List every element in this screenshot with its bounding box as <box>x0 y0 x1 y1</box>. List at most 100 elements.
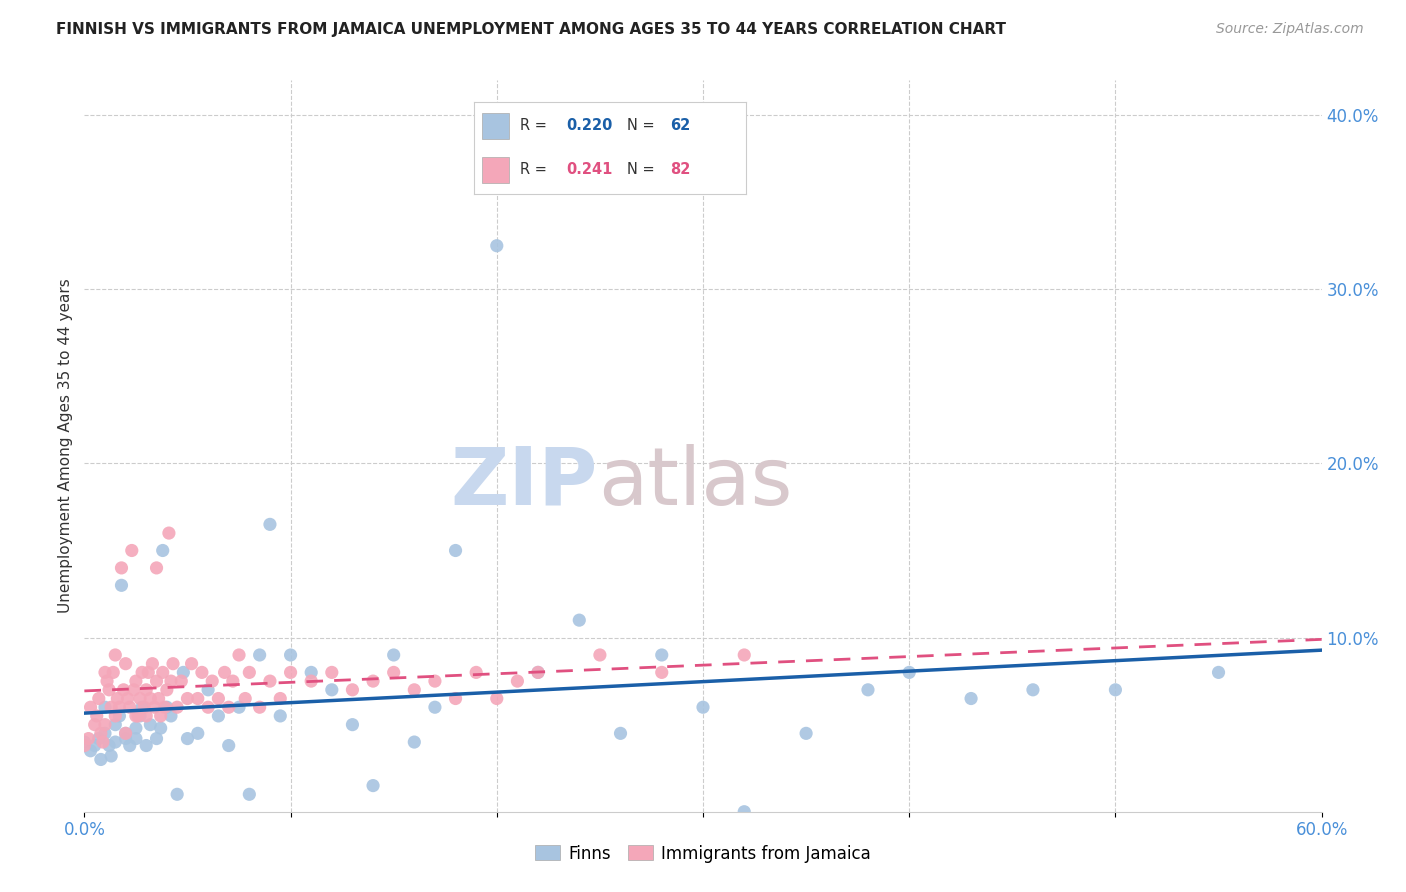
Point <box>153 700 176 714</box>
Point <box>125 709 148 723</box>
Point <box>157 526 180 541</box>
Text: ZIP: ZIP <box>450 443 598 522</box>
Point <box>960 691 983 706</box>
Point <box>122 682 145 697</box>
Point <box>269 691 291 706</box>
Point <box>131 665 153 680</box>
Point <box>98 739 121 753</box>
Point <box>160 709 183 723</box>
Point <box>79 744 101 758</box>
Point <box>152 665 174 680</box>
Point <box>651 665 673 680</box>
Y-axis label: Unemployment Among Ages 35 to 44 years: Unemployment Among Ages 35 to 44 years <box>58 278 73 614</box>
Point <box>1208 665 1230 680</box>
Point <box>83 717 105 731</box>
Point <box>94 717 117 731</box>
Point <box>94 726 117 740</box>
Point <box>87 691 110 706</box>
Point <box>145 731 167 746</box>
Text: atlas: atlas <box>598 443 792 522</box>
Point <box>131 700 153 714</box>
Point <box>382 648 405 662</box>
Point <box>321 682 343 697</box>
Point <box>444 543 467 558</box>
Point <box>104 648 127 662</box>
Point <box>83 739 105 753</box>
Point <box>651 648 673 662</box>
Point <box>214 665 236 680</box>
Point <box>228 648 250 662</box>
Point <box>361 779 384 793</box>
Point <box>117 691 139 706</box>
Point <box>100 749 122 764</box>
Point <box>139 717 162 731</box>
Point <box>136 665 159 680</box>
Point <box>404 682 426 697</box>
Point <box>166 700 188 714</box>
Point <box>898 665 921 680</box>
Point <box>100 700 122 714</box>
Point <box>259 674 281 689</box>
Point <box>94 665 117 680</box>
Point <box>249 700 271 714</box>
Point <box>79 700 101 714</box>
Text: Source: ZipAtlas.com: Source: ZipAtlas.com <box>1216 22 1364 37</box>
Point <box>238 665 260 680</box>
Point <box>238 787 260 801</box>
Point <box>127 709 149 723</box>
Point <box>233 691 256 706</box>
Point <box>125 674 148 689</box>
Point <box>129 691 152 706</box>
Point <box>121 543 143 558</box>
Point <box>162 657 184 671</box>
Point <box>321 665 343 680</box>
Point <box>207 691 229 706</box>
Point <box>249 648 271 662</box>
Point <box>114 731 136 746</box>
Point <box>423 700 446 714</box>
Point <box>280 665 302 680</box>
Point <box>404 735 426 749</box>
Point <box>269 709 291 723</box>
Point <box>187 691 209 706</box>
Point <box>506 674 529 689</box>
Point <box>96 674 118 689</box>
Point <box>201 674 224 689</box>
Point <box>207 709 229 723</box>
Point <box>485 691 508 706</box>
Point <box>108 709 131 723</box>
Point <box>152 543 174 558</box>
Point <box>135 739 157 753</box>
Point <box>149 709 172 723</box>
Point <box>172 665 194 680</box>
Point <box>191 665 214 680</box>
Point <box>98 682 121 697</box>
Point <box>108 700 131 714</box>
Point <box>114 726 136 740</box>
Point <box>129 709 152 723</box>
Point <box>104 717 127 731</box>
Point <box>382 665 405 680</box>
Point <box>148 691 170 706</box>
Point <box>733 648 755 662</box>
Point <box>299 674 322 689</box>
Point <box>145 674 167 689</box>
Point <box>187 726 209 740</box>
Point <box>125 721 148 735</box>
Point <box>342 717 364 731</box>
Point <box>166 787 188 801</box>
Point <box>228 700 250 714</box>
Point <box>527 665 550 680</box>
Point <box>465 665 488 680</box>
Point <box>87 731 110 746</box>
Point <box>135 709 157 723</box>
Point <box>568 613 591 627</box>
Point <box>139 691 162 706</box>
Point <box>103 665 125 680</box>
Point <box>94 700 117 714</box>
Point <box>299 665 322 680</box>
Point <box>444 691 467 706</box>
Point <box>110 561 132 575</box>
Point <box>118 739 141 753</box>
Point <box>160 674 183 689</box>
